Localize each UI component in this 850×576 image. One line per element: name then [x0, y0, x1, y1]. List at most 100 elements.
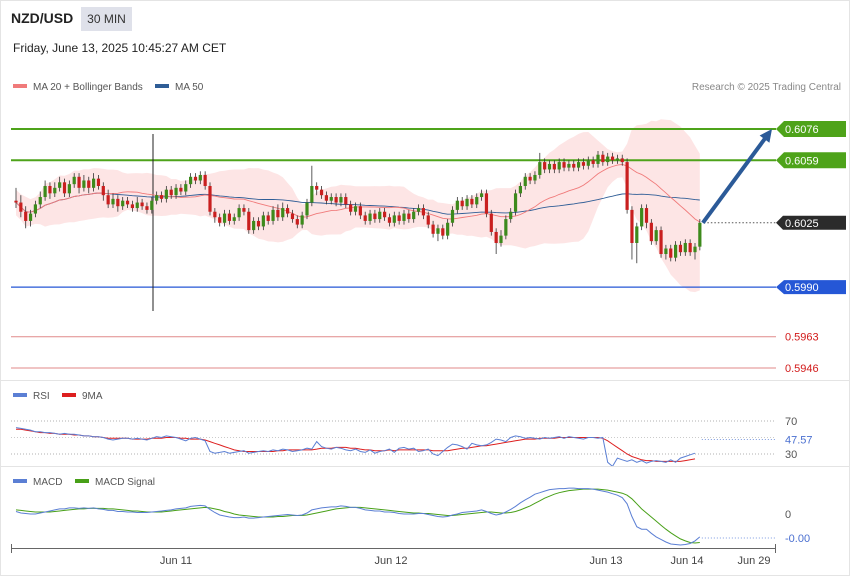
candle-body — [155, 195, 159, 201]
candle-body — [14, 200, 18, 203]
candle-body — [581, 162, 586, 166]
support-label: 0.5946 — [785, 363, 819, 375]
candle-body — [198, 174, 202, 181]
rsi-legend-swatch — [13, 393, 27, 397]
time-tick-label: Jun 11 — [160, 555, 192, 567]
candle-body — [135, 202, 139, 209]
time-axis: Jun 11 Jun 12 Jun 13 Jun 14 Jun 29 — [0, 380, 850, 567]
candle-body — [193, 176, 198, 181]
resistance-label: 0.6059 — [785, 155, 819, 167]
candle-body — [62, 182, 67, 194]
candle-body — [334, 197, 338, 203]
legend-label: MA 20 + Bollinger Bands — [33, 82, 143, 93]
candle-body — [664, 248, 668, 255]
resistance-label: 0.6076 — [785, 124, 819, 136]
candle-body — [465, 198, 469, 207]
candle-body — [286, 208, 290, 214]
ma50-line — [15, 192, 700, 215]
candle-body — [407, 213, 411, 220]
candle-body — [688, 242, 692, 253]
candle-body — [111, 198, 115, 205]
candle-body — [368, 213, 372, 221]
candle-body — [557, 162, 561, 170]
candle-body — [58, 182, 62, 188]
candle-body — [606, 156, 610, 163]
candle-body — [533, 174, 537, 181]
candle-body — [28, 213, 33, 221]
candle-body — [683, 242, 687, 253]
candle-body — [494, 231, 498, 243]
pivot-label: 0.5990 — [785, 282, 819, 294]
candle-body — [242, 208, 246, 212]
candle-body — [572, 163, 576, 168]
candle-body — [33, 204, 37, 214]
candle-body — [87, 180, 91, 188]
candle-body — [387, 217, 392, 223]
legend-swatch — [13, 84, 27, 88]
candle-body — [130, 204, 134, 209]
macd-signal-line — [15, 488, 700, 544]
candle-body — [601, 154, 605, 163]
candle-body — [189, 176, 193, 185]
candle-body — [92, 178, 96, 188]
candle-body — [363, 215, 367, 221]
candle-body — [295, 219, 299, 225]
candle-body — [276, 209, 280, 218]
candle-body — [38, 197, 42, 205]
legend-label: MA 50 — [175, 82, 204, 93]
candle-body — [635, 226, 639, 243]
candle-body — [218, 217, 222, 223]
candle-body — [693, 246, 697, 253]
macd-current-label: -0.00 — [785, 533, 810, 545]
symbol-title: NZD/USD — [11, 10, 74, 26]
candle-body — [48, 185, 52, 194]
candle-body — [591, 160, 595, 164]
arrow-head — [759, 129, 772, 143]
candle-body — [436, 228, 440, 234]
credit-text: Research © 2025 Trading Central — [692, 82, 841, 93]
bollinger-band-area — [16, 119, 700, 293]
timeframe-badge[interactable]: 30 MIN — [81, 7, 132, 31]
candle-body — [125, 200, 130, 205]
candle-body — [489, 213, 493, 232]
candle-body — [455, 200, 459, 210]
candle-body — [24, 211, 28, 221]
candle-body — [43, 185, 47, 198]
candle-body — [630, 209, 634, 243]
candle-body — [358, 206, 362, 216]
macd-legend-label: MACD Signal — [95, 477, 155, 488]
candle-body — [237, 208, 241, 218]
candle-body — [169, 189, 173, 196]
candle-body — [53, 187, 57, 194]
support-label: 0.5963 — [785, 332, 819, 344]
candle-body — [426, 215, 430, 225]
candle-body — [247, 211, 251, 231]
chart-datetime: Friday, June 13, 2025 10:45:27 AM CET — [13, 41, 227, 55]
rsi-panel: 70 30 47.57 RSI 9MA — [11, 391, 813, 468]
last-price-label: 0.6025 — [785, 218, 819, 230]
macd-line — [15, 487, 701, 546]
candle-body — [509, 211, 513, 220]
candle-body — [213, 211, 217, 218]
candle-body — [159, 195, 164, 199]
candle-body — [450, 209, 455, 223]
candle-body — [373, 213, 377, 220]
candle-body — [552, 163, 556, 170]
rsi-tick-30: 30 — [785, 449, 797, 461]
ma20-line — [15, 163, 701, 223]
macd-legend-swatch — [13, 479, 27, 483]
candle-body — [344, 197, 348, 205]
candle-body — [654, 230, 658, 242]
candle-body — [324, 195, 328, 201]
candle-body — [504, 219, 508, 236]
candle-body — [669, 248, 673, 258]
candle-body — [640, 208, 644, 227]
candle-body — [261, 215, 265, 227]
candle-body — [513, 193, 518, 212]
candle-body — [145, 206, 149, 210]
arrow-shaft — [701, 135, 768, 224]
candle-body — [383, 211, 387, 218]
candle-body — [460, 200, 464, 207]
bollinger-bands — [16, 119, 700, 293]
rsi-line — [15, 427, 696, 468]
